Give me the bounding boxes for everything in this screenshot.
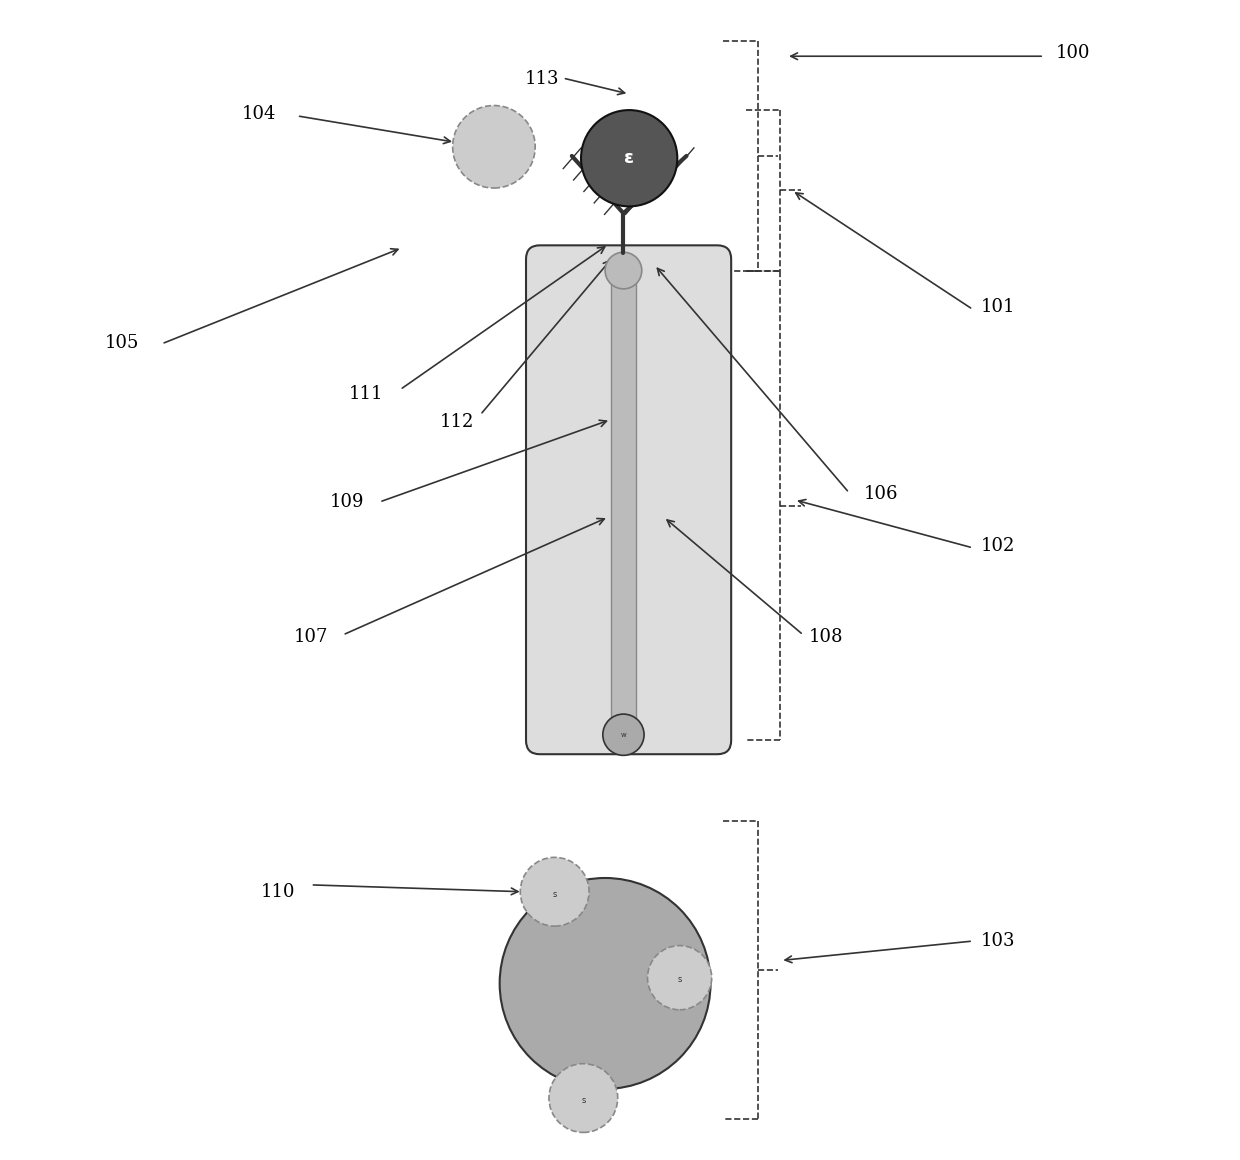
Circle shape (453, 106, 536, 188)
Text: s: s (553, 890, 557, 899)
Text: 110: 110 (262, 883, 295, 901)
Text: 113: 113 (525, 70, 559, 88)
Text: 101: 101 (981, 298, 1016, 317)
Text: 108: 108 (808, 629, 843, 646)
Text: 112: 112 (440, 413, 475, 430)
Text: 100: 100 (1055, 44, 1090, 61)
Text: 106: 106 (864, 485, 899, 503)
Circle shape (605, 252, 642, 289)
FancyBboxPatch shape (526, 245, 732, 754)
Circle shape (603, 715, 644, 755)
Text: 104: 104 (242, 104, 277, 123)
Circle shape (582, 110, 677, 206)
Text: 105: 105 (104, 334, 139, 351)
Bar (611, 282, 636, 724)
Text: 102: 102 (981, 537, 1016, 554)
Text: s: s (677, 976, 682, 985)
Circle shape (500, 878, 711, 1089)
Text: w: w (620, 732, 626, 738)
Text: 103: 103 (981, 931, 1016, 950)
Text: 107: 107 (294, 629, 327, 646)
Circle shape (521, 857, 589, 926)
Circle shape (549, 1064, 618, 1132)
Text: 111: 111 (348, 385, 383, 404)
Text: ε: ε (624, 150, 634, 167)
Circle shape (647, 945, 712, 1010)
Text: 109: 109 (330, 493, 365, 512)
Text: s: s (582, 1096, 585, 1104)
